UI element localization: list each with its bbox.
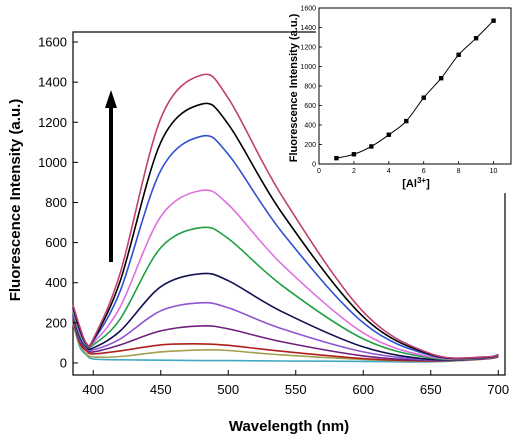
inset-data-point: [334, 155, 339, 161]
inset-y-tick-label: 1600: [300, 6, 316, 13]
inset-background: [316, 7, 516, 193]
inset-y-axis: 0 200 400 600 800 1000 1200 1400 1600: [300, 6, 322, 169]
main-x-tick-label: 600: [352, 382, 374, 397]
inset-y-tick-label: 800: [304, 84, 316, 91]
main-x-tick-label: 500: [217, 382, 239, 397]
inset-y-tick-label: 400: [304, 123, 316, 130]
inset-fit-line: [336, 20, 494, 159]
increase-arrow-head: [105, 90, 117, 108]
main-x-axis-title: Wavelength (nm): [229, 418, 349, 435]
main-plot: 400 450 500 550 600 650 700 020040060080010001…: [7, 31, 509, 435]
main-y-axis-title: Fluorescence Intensity (a.u.): [7, 99, 24, 302]
inset-points-group: [334, 18, 496, 161]
main-y-tick-label: 200: [45, 315, 67, 330]
inset-y-tick-label: 1000: [300, 64, 316, 71]
main-x-tick-label: 700: [487, 382, 509, 397]
inset-data-point: [369, 144, 374, 149]
main-x-tick-label: 450: [150, 382, 172, 397]
inset-plot: 0 2 4 6 8 10 0 200 400 600 800 1000 1200 1400 1600 [A…: [288, 6, 516, 193]
inset-y-tick-label: 200: [304, 142, 316, 149]
inset-data-point: [404, 118, 409, 124]
main-x-tick-label: 400: [82, 382, 104, 397]
main-y-tick-label: 1600: [38, 35, 67, 50]
inset-y-tick-label: 600: [304, 103, 316, 110]
inset-x-axis: 0 2 4 6 8 10: [317, 161, 498, 175]
main-y-tick-label: 600: [45, 235, 67, 250]
inset-y-axis-title: Fluorescence Intensity (a.u.): [288, 13, 300, 162]
emission-spectrum-line-11: [72, 73, 499, 359]
main-y-tick-label: 800: [45, 195, 67, 210]
main-y-tick-label: 400: [45, 275, 67, 290]
inset-x-tick-label: 10: [490, 168, 498, 175]
main-y-tick-label: 0: [60, 355, 67, 370]
emission-spectrum-line-6: [72, 272, 499, 361]
main-y-tick-label: 1000: [38, 155, 67, 170]
main-y-tick-label: 1400: [38, 75, 67, 90]
main-series-group: [72, 73, 499, 363]
inset-data-point: [386, 132, 392, 137]
inset-y-tick-label: 0: [312, 162, 316, 169]
inset-y-tick-label: 1200: [300, 45, 316, 52]
inset-data-point: [438, 76, 444, 81]
main-x-axis: 400 450 500 550 600 650 700: [82, 370, 509, 397]
inset-x-tick-label: 4: [387, 168, 391, 175]
inset-x-tick-label: 8: [457, 168, 461, 175]
main-y-axis: 0 200 400 600 800 1000 1200 1400 1600: [38, 35, 78, 370]
inset-data-point: [421, 95, 426, 100]
inset-data-point: [473, 36, 479, 41]
inset-data-point: [351, 152, 357, 157]
inset-data-point: [456, 52, 461, 57]
inset-x-tick-label: 6: [422, 168, 426, 175]
inset-x-axis-title: [Al3+]: [402, 176, 430, 190]
inset-x-tick-label: 2: [352, 168, 356, 175]
emission-spectrum-line-8: [72, 189, 499, 360]
inset-y-tick-label: 1400: [300, 25, 316, 32]
main-y-tick-label: 1200: [38, 115, 67, 130]
inset-x-tick-label: 0: [317, 168, 321, 175]
main-x-tick-label: 550: [285, 382, 307, 397]
main-plot-frame: [72, 31, 506, 376]
inset-data-point: [491, 18, 496, 23]
main-x-tick-label: 650: [420, 382, 442, 397]
